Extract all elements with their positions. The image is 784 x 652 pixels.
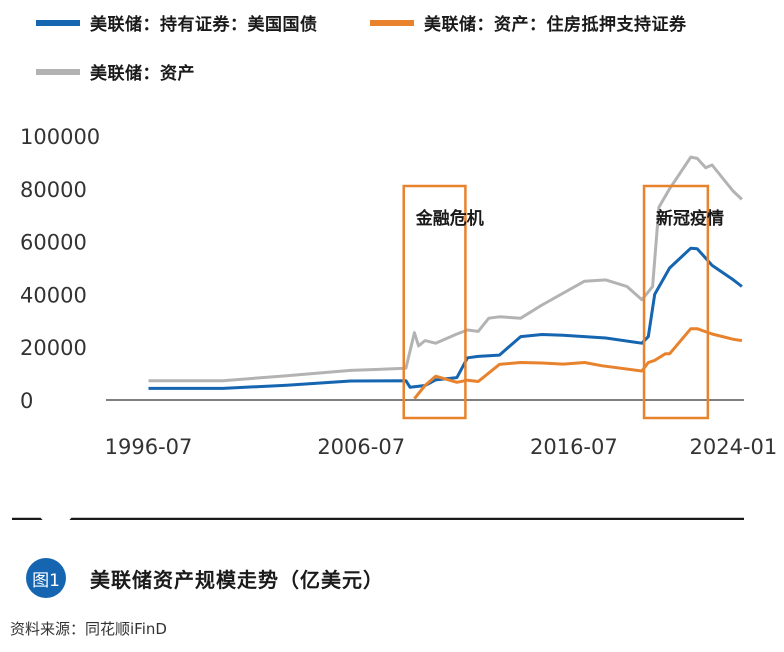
- series-line-2: [413, 327, 743, 400]
- y-tick-label: 40000: [20, 283, 87, 307]
- annotation-label-1: 新冠疫情: [656, 208, 724, 229]
- y-tick-label: 20000: [20, 336, 87, 360]
- annotation-label-0: 金融危机: [415, 208, 484, 229]
- figure-badge: 图1: [26, 558, 66, 598]
- legend-swatch-assets: [36, 68, 80, 75]
- highlight-box-1: [642, 184, 710, 420]
- highlight-boxes: 金融危机 新冠疫情: [402, 184, 724, 420]
- x-tick-label: 2016-07: [530, 435, 618, 459]
- y-tick-label: 60000: [20, 231, 87, 255]
- legend-item-treasury: 美联储：持有证券：美国国债: [36, 10, 318, 35]
- x-tick-label: 2006-07: [317, 435, 405, 459]
- legend-item-mbs: 美联储：资产：住房抵押支持证券: [370, 10, 687, 35]
- highlight-box-0: [402, 184, 467, 420]
- legend-label-assets: 美联储：资产: [90, 64, 195, 84]
- series-group: [148, 155, 743, 400]
- line-chart: 0 20000 40000 60000 80000 100000 1996-07 2006-…: [12, 125, 778, 520]
- x-axis-ticks: 1996-07 2006-07 2016-07 2024-01: [105, 435, 778, 459]
- figure-title: 美联储资产规模走势（亿美元）: [90, 568, 384, 592]
- legend-label-treasury: 美联储：持有证券：美国国债: [90, 15, 318, 35]
- legend-item-assets: 美联储：资产: [36, 59, 195, 84]
- legend-swatch-mbs: [370, 19, 414, 26]
- y-tick-label: 0: [20, 389, 33, 413]
- y-axis-ticks: 0 20000 40000 60000 80000 100000: [20, 125, 100, 413]
- x-tick-label: 1996-07: [105, 435, 193, 459]
- figure-source: 资料来源：同花顺iFinD: [10, 620, 167, 638]
- series-line-1: [148, 246, 743, 390]
- y-tick-label: 100000: [20, 125, 100, 149]
- legend-swatch-treasury: [36, 19, 80, 26]
- x-tick-label: 2024-01: [689, 435, 777, 459]
- series-line-0: [148, 155, 743, 383]
- legend-label-mbs: 美联储：资产：住房抵押支持证券: [424, 15, 687, 35]
- y-tick-label: 80000: [20, 178, 87, 202]
- divider-notch-line: [12, 517, 744, 520]
